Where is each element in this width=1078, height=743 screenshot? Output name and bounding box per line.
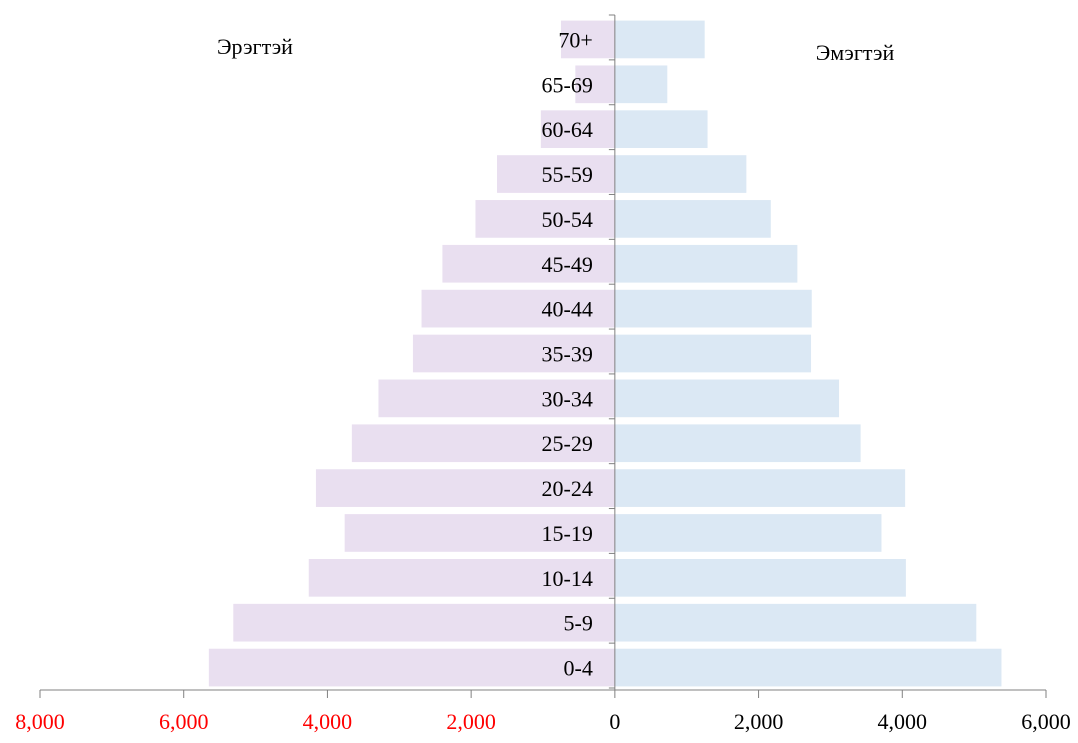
category-label: 15-19 xyxy=(542,521,593,546)
x-tick-label: 6,000 xyxy=(159,709,209,734)
bar-right-10-14 xyxy=(614,558,906,597)
bar-right-45-49 xyxy=(614,244,798,283)
bar-left-25-29 xyxy=(351,424,615,463)
bar-left-45-49 xyxy=(442,244,615,283)
bar-right-60-64 xyxy=(614,110,708,149)
bar-left-35-39 xyxy=(412,334,615,373)
category-label: 25-29 xyxy=(542,431,593,456)
x-tick-label: 2,000 xyxy=(734,709,784,734)
bar-left-70+ xyxy=(560,20,615,59)
bar-right-40-44 xyxy=(614,289,812,328)
category-label: 70+ xyxy=(558,27,592,52)
bar-right-5-9 xyxy=(614,603,977,642)
x-tick-label: 4,000 xyxy=(878,709,928,734)
category-label: 0-4 xyxy=(564,656,593,681)
category-label: 5-9 xyxy=(564,611,593,636)
bars-left-series xyxy=(208,20,615,687)
category-label: 65-69 xyxy=(542,72,593,97)
x-tick-label: 6,000 xyxy=(1021,709,1071,734)
bar-right-30-34 xyxy=(614,379,840,418)
bar-right-25-29 xyxy=(614,424,861,463)
bar-left-5-9 xyxy=(233,603,615,642)
bar-left-60-64 xyxy=(540,110,615,149)
bar-right-0-4 xyxy=(614,648,1002,687)
bar-right-20-24 xyxy=(614,469,906,507)
category-label: 55-59 xyxy=(542,162,593,187)
bar-right-55-59 xyxy=(614,155,747,193)
bar-left-30-34 xyxy=(378,379,615,418)
x-tick-label: 8,000 xyxy=(15,709,65,734)
category-label: 35-39 xyxy=(542,342,593,367)
bar-right-50-54 xyxy=(614,200,771,238)
bar-left-50-54 xyxy=(475,200,615,238)
category-labels: 70+ 65-69 60-64 55-59 50-54 45-49 40-44 35-39 30… xyxy=(542,27,593,680)
category-label: 30-34 xyxy=(542,386,593,411)
bar-left-55-59 xyxy=(497,155,615,193)
category-label: 10-14 xyxy=(542,566,593,591)
bar-right-15-19 xyxy=(614,514,882,552)
category-label: 60-64 xyxy=(542,117,593,142)
bar-right-70+ xyxy=(614,20,705,59)
bar-left-15-19 xyxy=(344,514,615,552)
category-label: 50-54 xyxy=(542,207,593,232)
left-series-label: Эрэгтэй xyxy=(217,34,293,59)
bar-left-65-69 xyxy=(575,65,615,104)
bar-right-65-69 xyxy=(614,65,668,104)
axes xyxy=(39,14,1047,698)
x-tick-label: 4,000 xyxy=(303,709,353,734)
category-label: 40-44 xyxy=(542,297,593,322)
right-series-label: Эмэгтэй xyxy=(816,40,895,65)
category-label: 20-24 xyxy=(542,476,593,501)
bar-left-20-24 xyxy=(315,469,615,507)
bar-left-10-14 xyxy=(308,558,615,597)
bar-left-0-4 xyxy=(208,648,615,687)
x-tick-label: 2,000 xyxy=(446,709,496,734)
category-label: 45-49 xyxy=(542,252,593,277)
bar-right-35-39 xyxy=(614,334,812,373)
x-tick-labels: 8,000 6,000 4,000 2,000 0 2,000 4,000 6,000 xyxy=(15,709,1071,734)
bar-left-40-44 xyxy=(421,289,615,328)
x-tick-label: 0 xyxy=(609,709,620,734)
bars-right-series xyxy=(614,20,1002,687)
